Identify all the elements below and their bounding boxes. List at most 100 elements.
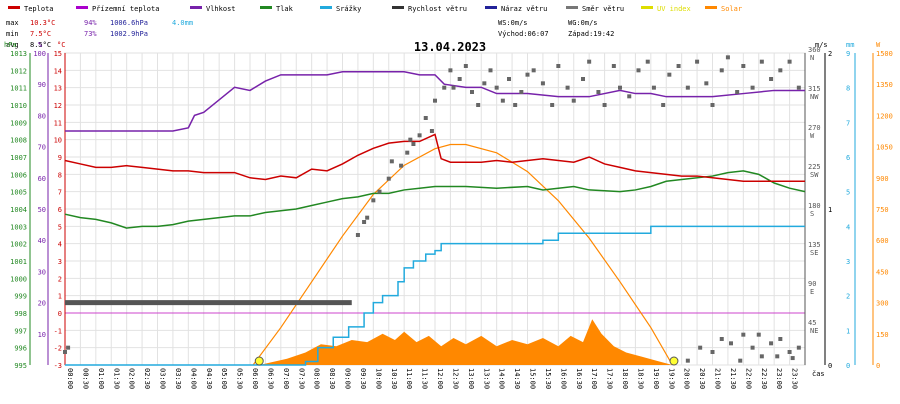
ms-tick-label: 0 [828,362,832,370]
stat-avg-label: avg [6,41,19,49]
hpa-tick-label: 1008 [10,137,27,145]
x-tick-label: 15:00 [529,368,537,389]
x-tick-label: 22:00 [744,368,752,389]
x-tick-label: 01:30 [112,368,120,389]
wind-dir-point [386,176,391,181]
wind-dir-point [571,98,576,103]
stats-block: max 10.3°C 94% 1006.6hPa 4.0mm min 7.5°C… [6,19,193,49]
legend-label: Směr větru [582,5,624,13]
x-axis-label: čas [812,370,825,378]
dir-tick-label: SE [810,249,818,257]
x-tick-label: 08:00 [313,368,321,389]
x-tick-label: 06:30 [266,368,274,389]
wind-dir-point [463,64,468,68]
rain-line [65,225,805,366]
wind-dir-point [596,90,601,94]
hpa-tick-label: 999 [14,293,27,301]
x-axis: 00:00 00:30 01:00 01:30 02:00 02:30 03:00 03:30… [66,368,825,389]
wind-dir-point [750,345,755,350]
legend-swatch [260,6,272,9]
x-tick-label: 02:00 [128,368,136,389]
axis-unit-label: % [38,41,43,49]
temp-tick-label: 8 [58,171,62,179]
legend-item: UV index [641,5,691,13]
temp-tick-label: 7 [58,189,62,197]
wind-dir-point [778,68,783,73]
stat-min-temp: 7.5°C [30,30,51,38]
wind-dir-point [729,341,733,346]
wind-dir-point [433,98,437,103]
temp-tick-label: 0 [58,310,62,318]
dir-tick-deg: 90 [808,280,816,288]
legend-label: Náraz větru [501,5,547,13]
legend-item: Srážky [320,5,361,13]
wind-dir-point [525,72,530,77]
x-tick-label: 00:00 [66,368,74,389]
dir-tick-label: NE [810,327,818,335]
axis-units: hPa% °C m/s mm W [4,41,881,49]
x-tick-label: 04:30 [205,368,213,389]
x-tick-label: 11:30 [421,368,429,389]
temp-tick-label: 1 [58,293,62,301]
pct-tick-label: 10 [38,331,46,339]
dir-tick-label: SW [810,171,819,179]
x-tick-label: 11:00 [405,368,413,389]
legend-label: Srážky [336,5,361,13]
wind-dir-point [488,68,493,73]
wind-dir-point [759,59,764,64]
wind-dir-point [719,68,724,73]
axis-unit-label: mm [846,41,854,49]
wind-dir-point [429,129,434,133]
x-tick-label: 21:00 [714,368,722,389]
w-tick-label: 1500 [876,50,893,58]
x-tick-label: 19:00 [652,368,660,389]
w-tick-label: 300 [876,300,889,308]
hpa-tick-label: 1005 [10,189,27,197]
wind-dir-point [676,64,681,68]
mm-tick-label: 1 [846,327,850,335]
temp-tick-label: -3 [54,362,62,370]
grid [64,52,806,366]
x-tick-label: 06:00 [251,368,259,389]
wind-dir-point [769,77,774,81]
wind-dir-point [667,72,672,77]
hpa-tick-label: 1012 [10,67,27,75]
x-tick-label: 05:00 [220,368,228,389]
wind-dir-point [698,345,703,350]
x-tick-label: 18:00 [621,368,629,389]
wind-dir-point [735,90,740,94]
x-tick-label: 13:00 [467,368,475,389]
dir-tick-label: W [810,132,815,140]
w-tick-label: 750 [876,206,889,214]
wind-dir-point [738,358,743,363]
wind-dir-point [556,64,561,68]
mm-tick-label: 3 [846,258,850,266]
wind-dir-point [507,77,511,81]
legend-label: UV index [657,5,691,13]
x-tick-label: 18:30 [636,368,644,389]
hpa-tick-label: 995 [14,362,27,370]
legend-swatch [641,6,653,9]
wind-dir-point [423,116,428,120]
wind-dir-point [710,103,715,107]
pct-tick-label: 50 [38,206,46,214]
legend-swatch [566,6,578,9]
wind-dir-point [448,68,453,73]
wind-dir-point [476,103,481,107]
temperature-line [64,133,805,183]
temp-tick-label: 4 [58,241,62,249]
hpa-tick-label: 1001 [10,258,27,266]
mm-tick-label: 7 [846,119,850,127]
w-tick-label: 900 [876,175,889,183]
dir-tick-label: S [810,210,814,218]
dir-tick-deg: 315 [808,85,821,93]
hpa-tick-label: 1010 [10,102,27,110]
x-tick-label: 17:00 [590,368,598,389]
x-tick-label: 01:00 [97,368,105,389]
wind-dir-point [63,350,67,354]
wind-dir-point [442,85,447,90]
temp-tick-label: 15 [54,50,62,58]
wind-dir-point [756,332,761,337]
legend-label: Teplota [24,5,54,13]
legend-label: Rychlost větru [408,5,467,13]
